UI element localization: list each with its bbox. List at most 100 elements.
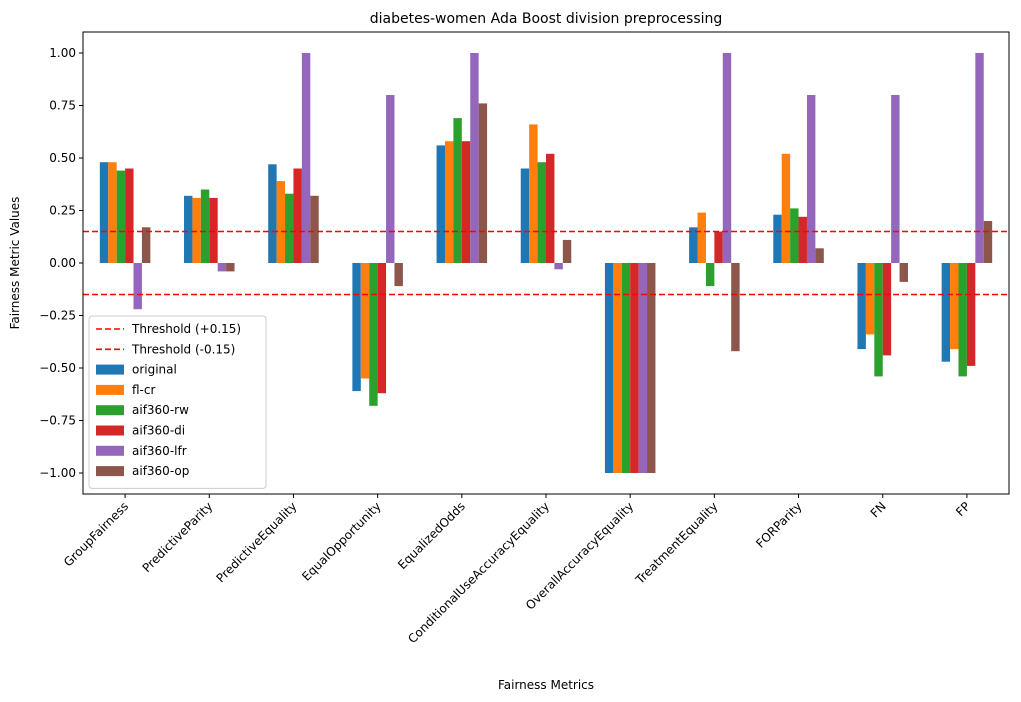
- bar-aif360-rw-FORParity: [790, 208, 799, 263]
- legend-series-swatch: [96, 445, 124, 456]
- bar-aif360-lfr-TreatmentEquality: [722, 53, 732, 263]
- x-axis-label: Fairness Metrics: [498, 678, 594, 692]
- bar-aif360-op-FN: [899, 263, 908, 282]
- x-tick-label: ConditionalUseAccuracyEquality: [405, 499, 552, 646]
- bar-aif360-op-OverallAccuracyEquality: [647, 263, 656, 473]
- legend-series-swatch: [96, 384, 124, 395]
- legend-entry-label: Threshold (-0.15): [131, 342, 235, 356]
- bar-original-EqualizedOdds: [436, 145, 445, 263]
- bar-aif360-lfr-GroupFairness: [133, 263, 142, 310]
- bar-aif360-rw-PredictiveEquality: [285, 193, 294, 263]
- bar-original-TreatmentEquality: [689, 227, 698, 263]
- bar-fl-cr-OverallAccuracyEquality: [613, 263, 622, 473]
- bar-aif360-di-ConditionalUseAccuracyEquality: [546, 153, 555, 263]
- legend-entry-label: aif360-lfr: [132, 444, 187, 458]
- bar-aif360-di-FP: [966, 263, 976, 366]
- y-axis: −1.00 −0.75 −0.50 −0.25 0.00 0.25 0.50 0.75 1.00: [39, 46, 83, 480]
- bar-aif360-di-FN: [882, 263, 892, 356]
- bar-fl-cr-EqualOpportunity: [360, 263, 370, 379]
- x-tick-label: TreatmentEquality: [632, 499, 720, 587]
- bar-aif360-rw-FP: [958, 263, 967, 377]
- x-tick-label: FP: [953, 499, 973, 519]
- bar-aif360-op-FORParity: [815, 248, 824, 263]
- bar-aif360-rw-FN: [874, 263, 883, 377]
- chart-title: diabetes-women Ada Boost division prepro…: [370, 11, 723, 27]
- bar-aif360-rw-ConditionalUseAccuracyEquality: [537, 162, 546, 263]
- y-tick-label: 1.00: [49, 46, 76, 60]
- y-tick-label: −1.00: [39, 466, 76, 480]
- bar-aif360-op-PredictiveParity: [226, 263, 235, 272]
- x-tick-label: FN: [868, 499, 889, 520]
- bar-fl-cr-PredictiveEquality: [276, 181, 286, 263]
- bar-aif360-lfr-FP: [975, 53, 984, 263]
- legend-entry-label: fl-cr: [132, 383, 155, 397]
- bar-aif360-lfr-EqualizedOdds: [470, 53, 479, 263]
- bar-original-EqualOpportunity: [352, 263, 361, 392]
- bar-aif360-rw-GroupFairness: [116, 170, 126, 263]
- bar-aif360-lfr-FN: [891, 95, 900, 263]
- bar-fl-cr-TreatmentEquality: [697, 212, 706, 263]
- y-tick-label: 0.50: [49, 151, 76, 165]
- x-tick-label: GroupFairness: [61, 499, 131, 569]
- bar-aif360-lfr-ConditionalUseAccuracyEquality: [554, 263, 563, 270]
- y-axis-label: Fairness Metric Values: [8, 197, 22, 330]
- legend-series-swatch: [96, 405, 124, 416]
- bar-fl-cr-PredictiveParity: [192, 197, 201, 263]
- bar-aif360-op-GroupFairness: [141, 227, 151, 263]
- bar-aif360-op-ConditionalUseAccuracyEquality: [562, 239, 572, 263]
- legend-entry-label: Threshold (+0.15): [131, 322, 241, 336]
- x-axis: GroupFairness PredictiveParityPredictiveE…: [61, 494, 973, 646]
- bar-aif360-op-TreatmentEquality: [731, 263, 740, 352]
- legend-series-swatch: [96, 364, 124, 375]
- bar-aif360-rw-TreatmentEquality: [705, 263, 715, 287]
- bar-aif360-rw-PredictiveParity: [200, 189, 210, 263]
- legend-series-swatch: [96, 466, 124, 477]
- legend-entry-label: aif360-di: [132, 424, 185, 438]
- legend: Threshold (+0.15) Threshold (-0.15) origin…: [88, 315, 267, 489]
- y-tick-label: 0.25: [49, 204, 76, 218]
- bar-original-ConditionalUseAccuracyEquality: [520, 168, 530, 263]
- bar-fl-cr-FP: [950, 263, 959, 350]
- bar-original-GroupFairness: [99, 162, 109, 263]
- bar-original-PredictiveParity: [184, 195, 193, 263]
- bar-aif360-lfr-FORParity: [806, 95, 816, 263]
- legend-entry-label: aif360-rw: [132, 403, 189, 417]
- x-tick-label: PredictiveParity: [140, 499, 216, 575]
- bar-aif360-op-EqualOpportunity: [394, 263, 403, 287]
- x-tick-label: FORParity: [753, 499, 804, 550]
- bar-aif360-di-FORParity: [798, 216, 807, 263]
- y-tick-label: −0.25: [39, 309, 76, 323]
- bar-fl-cr-FORParity: [781, 153, 791, 263]
- bar-aif360-lfr-PredictiveParity: [217, 263, 227, 272]
- bar-fl-cr-GroupFairness: [108, 162, 117, 263]
- bar-aif360-lfr-EqualOpportunity: [386, 95, 395, 263]
- legend-entry-label: aif360-op: [132, 464, 189, 478]
- legend-entry-label: original: [132, 363, 177, 377]
- y-tick-label: 0.00: [49, 256, 76, 270]
- y-tick-label: −0.50: [39, 361, 76, 375]
- threshold-lines: [83, 230, 1009, 296]
- x-tick-label: EqualizedOdds: [395, 499, 468, 572]
- bar-aif360-rw-EqualizedOdds: [453, 118, 462, 263]
- bar-aif360-op-PredictiveEquality: [310, 195, 319, 263]
- bar-fl-cr-FN: [865, 263, 875, 335]
- y-tick-label: −0.75: [39, 414, 76, 428]
- bar-aif360-op-EqualizedOdds: [478, 103, 488, 264]
- legend-box: [88, 315, 267, 489]
- bar-fl-cr-EqualizedOdds: [444, 141, 454, 263]
- bar-aif360-rw-OverallAccuracyEquality: [621, 263, 631, 473]
- bar-original-OverallAccuracyEquality: [604, 263, 614, 473]
- legend-series-swatch: [96, 425, 124, 436]
- bar-aif360-rw-EqualOpportunity: [369, 263, 378, 406]
- bar-original-FN: [857, 263, 866, 350]
- bar-original-FP: [941, 263, 951, 362]
- bar-aif360-di-EqualizedOdds: [461, 141, 471, 263]
- bar-original-FORParity: [773, 214, 782, 263]
- bar-aif360-di-TreatmentEquality: [714, 231, 723, 263]
- bars-group: [99, 53, 993, 473]
- bar-aif360-op-FP: [983, 221, 993, 263]
- bar-aif360-di-PredictiveEquality: [293, 168, 302, 263]
- bar-original-PredictiveEquality: [268, 164, 277, 263]
- bar-fl-cr-ConditionalUseAccuracyEquality: [529, 124, 538, 264]
